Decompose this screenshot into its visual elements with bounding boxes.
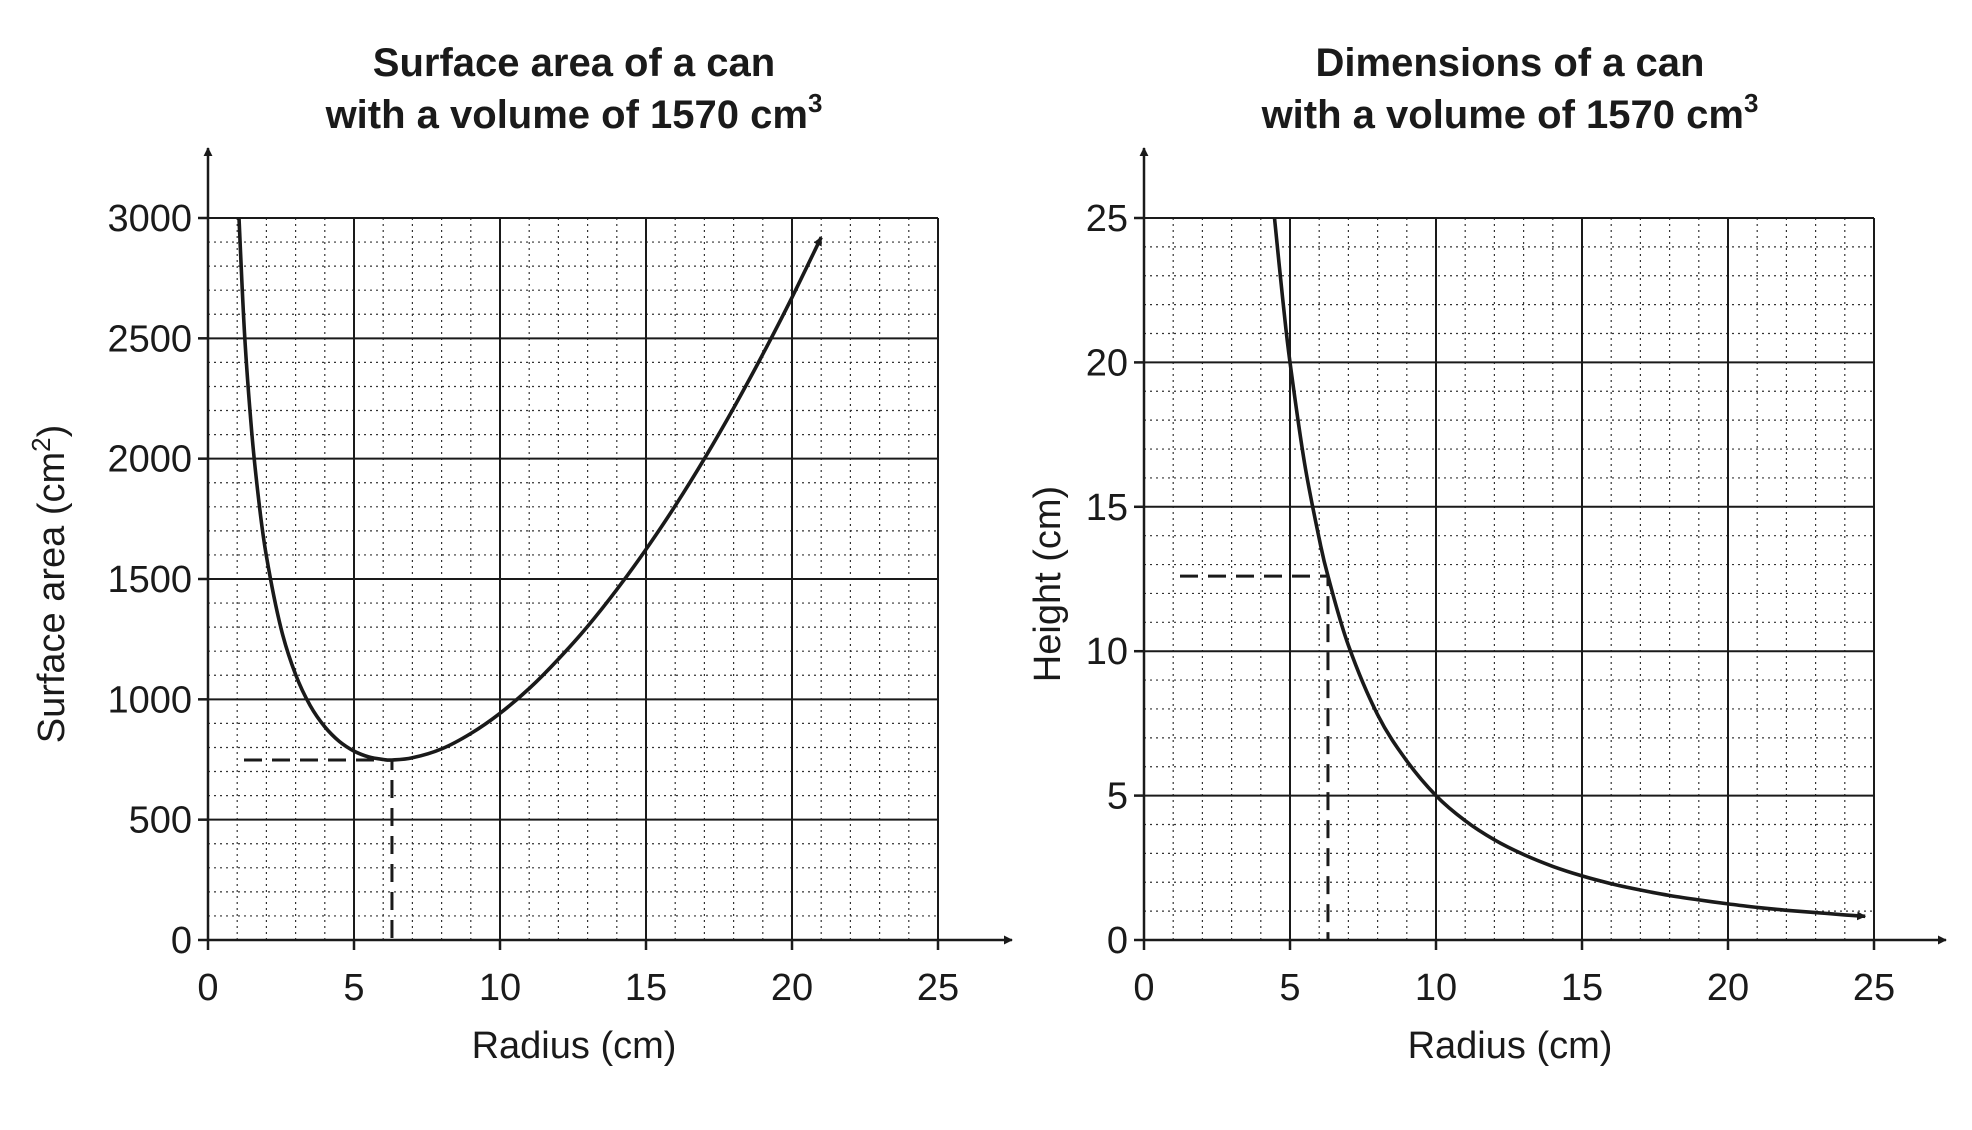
y-tick-label: 0 bbox=[1107, 920, 1128, 962]
y-tick-label: 15 bbox=[1086, 487, 1128, 529]
chart-surface-area: Surface area of a can with a volume of 1… bbox=[26, 41, 1012, 1067]
y-tick-labels: 0 5 10 15 20 25 bbox=[1086, 198, 1144, 962]
x-tick-label: 25 bbox=[917, 967, 959, 1009]
y-tick-label: 0 bbox=[171, 920, 192, 962]
y-tick-label: 2000 bbox=[107, 439, 192, 481]
x-axis-label: Radius (cm) bbox=[472, 1025, 677, 1067]
chart-title-line2: with a volume of 1570 cm3 bbox=[1261, 88, 1759, 137]
y-axis-label-text: Surface area (cm bbox=[31, 452, 73, 743]
y-tick-labels: 0 500 1000 1500 2000 2500 3000 bbox=[107, 198, 208, 962]
x-tick-label: 25 bbox=[1853, 967, 1895, 1009]
x-tick-labels: 0 5 10 15 20 25 bbox=[197, 940, 959, 1009]
y-tick-label: 5 bbox=[1107, 776, 1128, 818]
x-tick-label: 0 bbox=[1133, 967, 1154, 1009]
x-tick-label: 15 bbox=[1561, 967, 1603, 1009]
x-tick-label: 15 bbox=[625, 967, 667, 1009]
chart-title-line1: Surface area of a can bbox=[373, 41, 775, 85]
chart-title-line2-text: with a volume of 1570 cm bbox=[325, 93, 808, 137]
y-tick-label: 3000 bbox=[107, 198, 192, 240]
y-tick-label: 2500 bbox=[107, 318, 192, 360]
x-tick-label: 10 bbox=[479, 967, 521, 1009]
x-tick-labels: 0 5 10 15 20 25 bbox=[1133, 940, 1895, 1009]
chart-title-superscript: 3 bbox=[808, 88, 822, 118]
major-grid bbox=[1144, 218, 1874, 940]
x-tick-label: 0 bbox=[197, 967, 218, 1009]
figure: Surface area of a can with a volume of 1… bbox=[0, 0, 1972, 1130]
height-curve bbox=[1275, 218, 1866, 916]
y-tick-label: 500 bbox=[129, 800, 192, 842]
y-axis-label-superscript: 2 bbox=[26, 437, 56, 451]
y-tick-label: 10 bbox=[1086, 631, 1128, 673]
x-tick-label: 10 bbox=[1415, 967, 1457, 1009]
y-tick-label: 25 bbox=[1086, 198, 1128, 240]
y-tick-label: 20 bbox=[1086, 342, 1128, 384]
y-tick-label: 1500 bbox=[107, 559, 192, 601]
y-axis-label: Height (cm) bbox=[1027, 486, 1069, 682]
major-grid bbox=[208, 218, 938, 940]
chart-title-line1: Dimensions of a can bbox=[1316, 41, 1705, 85]
chart-title-superscript: 3 bbox=[1744, 88, 1758, 118]
chart-title-line2-text: with a volume of 1570 cm bbox=[1261, 93, 1744, 137]
x-tick-label: 20 bbox=[771, 967, 813, 1009]
minor-grid bbox=[1144, 218, 1874, 940]
y-tick-label: 1000 bbox=[107, 679, 192, 721]
x-tick-label: 20 bbox=[1707, 967, 1749, 1009]
x-tick-label: 5 bbox=[343, 967, 364, 1009]
y-axis-label-close: ) bbox=[31, 425, 73, 438]
y-axis-label: Surface area (cm2) bbox=[26, 425, 73, 744]
chart-dimensions: Dimensions of a can with a volume of 157… bbox=[1027, 41, 1946, 1067]
x-tick-label: 5 bbox=[1279, 967, 1300, 1009]
x-axis-label: Radius (cm) bbox=[1408, 1025, 1613, 1067]
chart-title-line2: with a volume of 1570 cm3 bbox=[325, 88, 823, 137]
